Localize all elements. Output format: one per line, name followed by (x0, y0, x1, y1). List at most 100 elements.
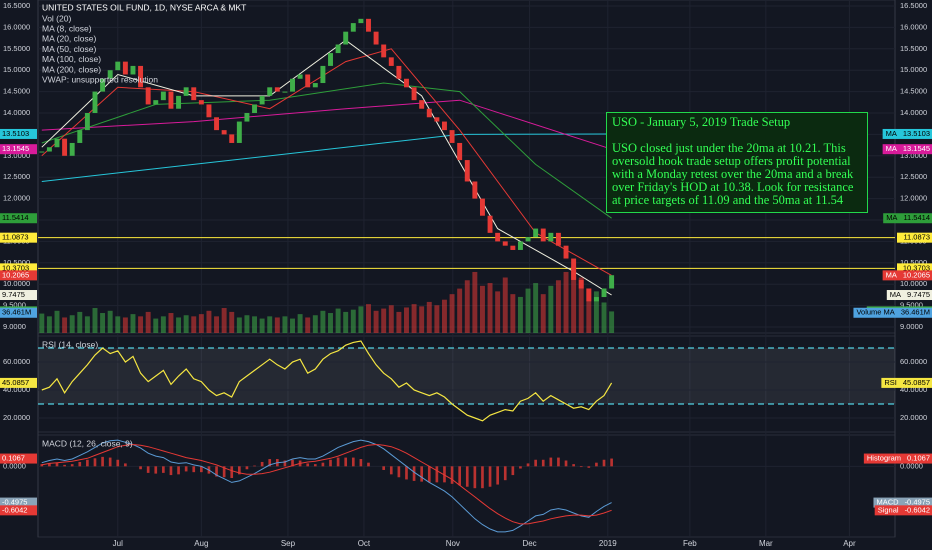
x-tick-label: Mar (759, 539, 773, 548)
histogram-bar (215, 466, 218, 477)
y-tick-label: 0.0000 (3, 461, 26, 470)
y-tick-label: 60.0000 (3, 357, 30, 366)
volume-bar (252, 316, 257, 333)
candle (601, 288, 607, 298)
histogram-bar (579, 466, 583, 468)
histogram-bar (541, 459, 545, 467)
volume-bar (388, 305, 394, 333)
axis-label-box (0, 497, 37, 508)
candle (290, 78, 295, 92)
histogram-bar (519, 466, 522, 469)
histogram-bar (200, 466, 203, 473)
x-tick-label: Feb (683, 539, 697, 548)
candle (487, 215, 493, 233)
candle (69, 142, 75, 156)
volume-bar (479, 285, 485, 333)
candle (84, 112, 90, 131)
axis-label: 11.0873 (2, 233, 29, 242)
pane-legend: RSI (14, close) (42, 339, 98, 349)
indicator-legend: MA (20, close) (42, 34, 96, 44)
indicator-legend: MA (200, close) (42, 64, 101, 74)
volume-bar (335, 308, 341, 333)
axis-label-name: RSI (884, 378, 897, 387)
candle (312, 83, 318, 88)
axis-label-box (873, 497, 932, 508)
candle (198, 100, 204, 105)
candle (540, 228, 546, 242)
axis-label-box (0, 505, 37, 516)
candle (115, 61, 121, 71)
volume-bar (297, 314, 303, 333)
histogram-bar (602, 459, 606, 467)
annotation-title: USO - January 5, 2019 Trade Setup (612, 115, 791, 129)
histogram-bar (435, 466, 439, 483)
volume-bar (343, 311, 349, 333)
axis-label-box (897, 263, 932, 274)
ma-line (41, 133, 612, 182)
candle (274, 87, 280, 92)
histogram-bar (291, 459, 294, 467)
y-tick-label: 13.0000 (900, 151, 927, 160)
candle (191, 87, 197, 101)
candle (502, 241, 508, 246)
x-tick-label: Jul (113, 539, 123, 548)
volume-bar (601, 302, 607, 333)
axis-label-box (897, 232, 932, 243)
histogram-bar (253, 465, 256, 467)
axis-label-box (0, 377, 37, 388)
histogram-bar (192, 466, 196, 473)
candle (92, 91, 98, 113)
histogram-bar (549, 457, 553, 467)
candle (252, 104, 257, 113)
volume-bar (434, 305, 440, 333)
candle (130, 65, 136, 75)
volume-bar (426, 301, 432, 333)
histogram-bar (86, 459, 89, 467)
axis-label: 11.5414 (2, 213, 29, 222)
candle (396, 65, 402, 79)
candle (479, 198, 485, 216)
histogram-bar (306, 463, 310, 467)
axis-label-box (863, 453, 932, 464)
volume-bar (373, 310, 379, 333)
volume-bar (206, 310, 212, 333)
axis-label-name: MACD (876, 498, 899, 507)
histogram-bar (351, 457, 355, 467)
volume-bar (548, 285, 554, 333)
histogram-bar (473, 466, 477, 489)
candle (571, 258, 577, 280)
macd-line (41, 439, 612, 533)
candle (282, 91, 288, 93)
histogram-bar (465, 466, 469, 487)
axis-label-box (0, 270, 37, 281)
axis-label: -0.4975 (2, 498, 27, 507)
histogram-bar (427, 466, 431, 483)
y-tick-label: 9.0000 (3, 322, 26, 331)
volume-bar (39, 313, 45, 333)
volume-bar (259, 318, 265, 333)
axis-label-box (882, 144, 932, 155)
axis-label-name: Histogram (867, 454, 901, 463)
volume-bar (290, 318, 295, 333)
candle (419, 100, 425, 109)
candle (472, 181, 478, 199)
histogram-bar (260, 461, 264, 467)
volume-bar (381, 308, 387, 333)
histogram-bar (313, 464, 317, 467)
volume-bar (305, 317, 311, 333)
volume-bar (510, 294, 516, 333)
volume-bar (517, 296, 523, 333)
axis-label: 13.5103 (2, 129, 29, 138)
axis-label-box (883, 213, 932, 224)
candle (39, 151, 45, 153)
histogram-bar (481, 466, 484, 489)
candle (593, 297, 599, 302)
candle (267, 87, 273, 96)
y-tick-label: 14.0000 (900, 108, 927, 117)
volume-bar (404, 307, 409, 333)
histogram-bar (397, 466, 401, 478)
volume-bar (122, 317, 128, 333)
axis-label: 0.1067 (2, 454, 25, 463)
y-tick-label: 60.0000 (900, 357, 927, 366)
